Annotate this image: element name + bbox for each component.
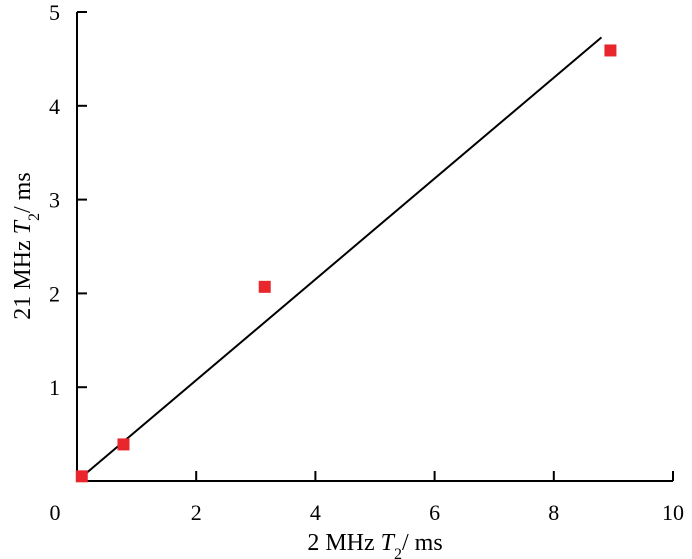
x-tick-label: 8 [548,500,559,525]
data-points [75,44,617,483]
data-point [75,470,88,483]
data-point [117,438,130,451]
y-axis-label-var: T [10,219,36,234]
x-tick-label: 10 [662,500,684,525]
x-axis-label-var: T [381,530,396,556]
y-tick-label: 3 [49,188,60,213]
data-point [258,280,271,293]
y-axis-label: 21 MHz T2/ ms [10,172,43,319]
fit-line-group [76,36,603,482]
fit-line [76,36,603,482]
x-tick-label: 4 [310,500,321,525]
y-tick-label: 5 [49,0,60,25]
axes [76,11,674,482]
origin-tick-label: 0 [50,500,61,525]
x-tick-label: 2 [191,500,202,525]
y-axis-label-sub: 2 [26,213,43,221]
y-tick-label: 2 [49,281,60,306]
y-tick-label: 1 [49,375,60,400]
data-point [604,44,617,57]
x-axis-label-prefix: 2 MHz [307,530,380,556]
x-tick-label: 6 [429,500,440,525]
x-axis-label-suffix: / ms [402,530,443,556]
x-axis-label: 2 MHz T2/ ms [307,530,442,559]
x-axis-label-sub: 2 [394,546,402,559]
y-axis-label-suffix: / ms [10,172,36,213]
y-tick-label: 4 [49,94,60,119]
y-axis-label-prefix: 21 MHz [10,234,36,319]
